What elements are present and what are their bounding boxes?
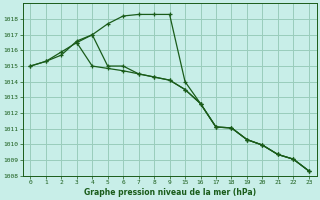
X-axis label: Graphe pression niveau de la mer (hPa): Graphe pression niveau de la mer (hPa) — [84, 188, 256, 197]
